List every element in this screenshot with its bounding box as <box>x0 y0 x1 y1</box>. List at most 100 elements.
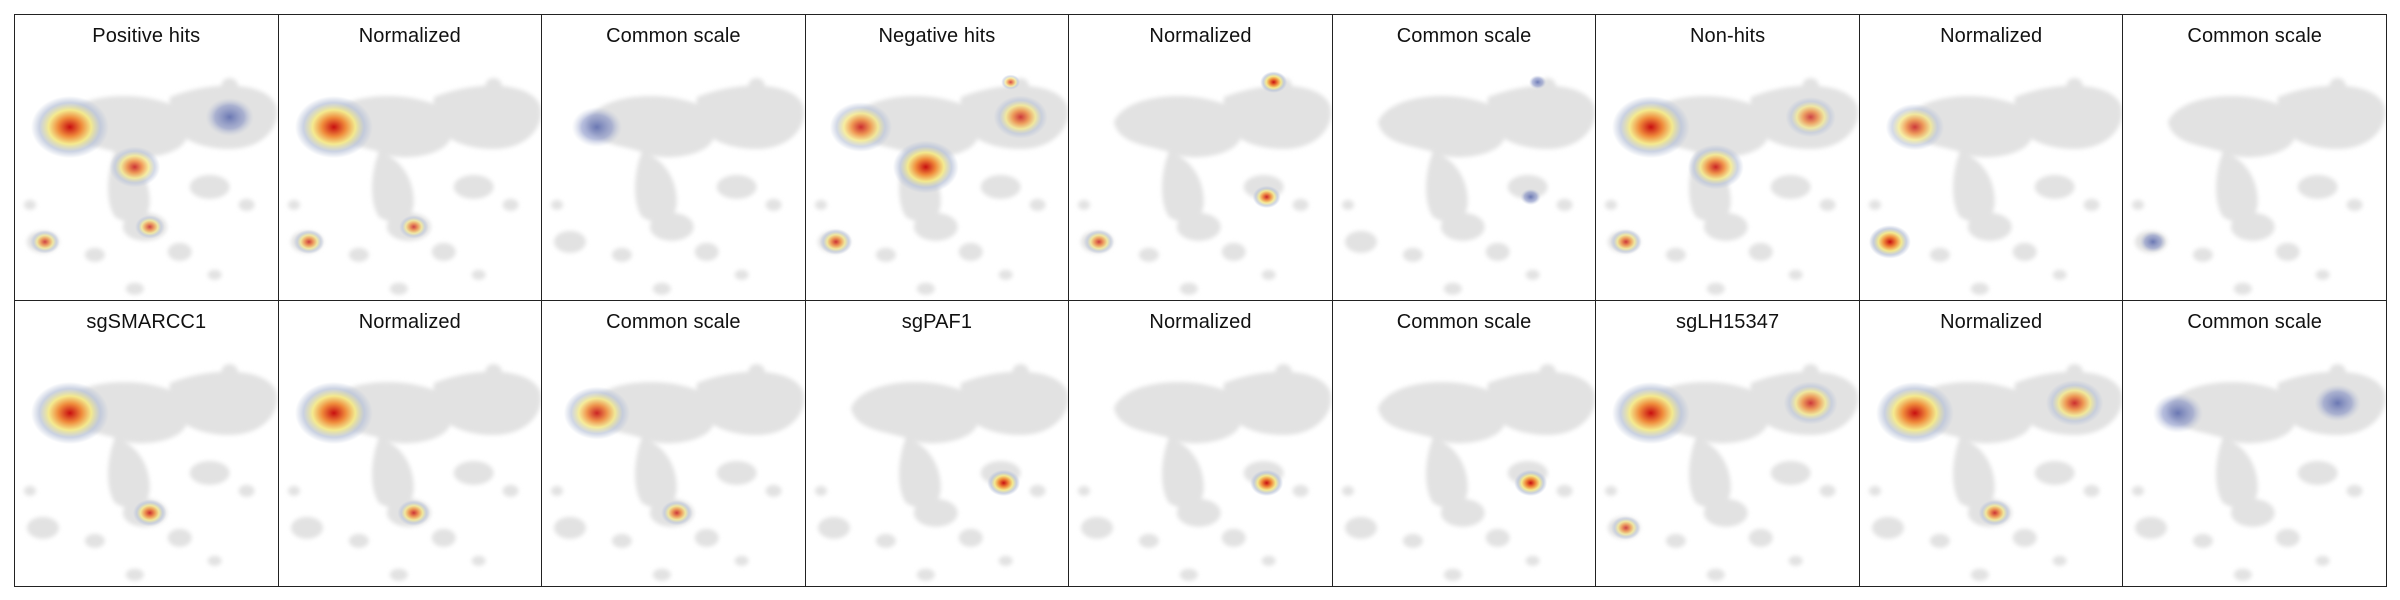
cell-cluster <box>1871 516 1904 539</box>
cell-cluster <box>716 174 757 199</box>
cell-cluster <box>1162 438 1204 508</box>
cell-cluster <box>1749 528 1774 547</box>
density-hotspot <box>1868 225 1911 259</box>
cell-cluster <box>1292 484 1309 497</box>
cell-cluster <box>2316 555 2331 566</box>
cell-cluster <box>1180 282 1198 295</box>
density-hotspot <box>293 229 324 255</box>
density-hotspot <box>1083 229 1115 255</box>
cell-cluster <box>611 533 632 548</box>
panel-title: Non-hits <box>1689 25 1766 47</box>
density-plot <box>1605 364 1859 581</box>
cell-cluster <box>1223 371 1332 436</box>
cell-cluster <box>960 371 1068 436</box>
density-hotspot <box>892 140 959 194</box>
cell-cluster <box>1221 528 1246 547</box>
cell-cluster <box>389 282 408 295</box>
cell-cluster <box>1341 199 1354 210</box>
panel-title: Negative hits <box>878 25 996 47</box>
cell-cluster <box>2193 247 2214 262</box>
cell-cluster <box>1485 242 1510 261</box>
cell-cluster <box>287 485 300 496</box>
cell-cluster <box>554 230 587 253</box>
cell-cluster <box>1078 199 1091 210</box>
cell-cluster <box>1114 95 1242 158</box>
cell-cluster <box>554 516 587 539</box>
cell-cluster <box>1177 212 1221 241</box>
density-hotspot <box>819 228 852 255</box>
cell-cluster <box>238 484 255 497</box>
cell-cluster <box>1485 528 1510 547</box>
cell-cluster <box>2347 484 2364 497</box>
cell-cluster <box>913 212 958 241</box>
density-plot <box>23 78 278 295</box>
cell-cluster <box>2012 242 2037 261</box>
cell-cluster <box>1402 247 1423 262</box>
density-plot <box>1605 78 1859 295</box>
cell-cluster <box>696 85 805 150</box>
density-hotspot <box>1520 188 1541 206</box>
cell-cluster <box>167 242 192 261</box>
cell-cluster <box>189 174 230 199</box>
cell-cluster <box>1180 568 1198 581</box>
cell-cluster <box>551 199 564 210</box>
density-hotspot <box>1875 381 1954 445</box>
cell-cluster <box>1704 498 1749 527</box>
density-hotspot <box>1513 469 1547 497</box>
cell-cluster <box>652 568 671 581</box>
cell-cluster <box>587 95 715 158</box>
cell-cluster <box>1275 364 1292 379</box>
cell-cluster <box>1223 85 1332 150</box>
density-hotspot <box>2153 392 2204 434</box>
cell-cluster <box>485 78 502 93</box>
cell-cluster <box>389 568 408 581</box>
cell-cluster <box>125 568 144 581</box>
cell-cluster <box>958 242 983 261</box>
cell-cluster <box>1929 247 1950 262</box>
cell-cluster <box>1788 555 1803 566</box>
density-hotspot <box>397 499 430 526</box>
cell-cluster <box>898 438 941 508</box>
cell-cluster <box>221 364 238 379</box>
panel-title: Common scale <box>2187 311 2322 333</box>
density-hotspot <box>1785 96 1837 138</box>
cell-cluster <box>2278 85 2386 150</box>
cell-cluster <box>1081 516 1114 539</box>
cell-cluster <box>2298 460 2339 485</box>
panel-1-7: Non-hits <box>1595 14 1860 301</box>
cell-cluster <box>287 199 300 210</box>
cell-cluster <box>26 516 59 539</box>
density-hotspot <box>993 95 1048 139</box>
cell-cluster <box>1666 247 1687 262</box>
density-plot <box>1868 78 2122 295</box>
density-hotspot <box>1252 185 1281 209</box>
density-hotspot <box>1611 516 1641 540</box>
cell-cluster <box>998 269 1013 280</box>
cell-cluster <box>453 174 494 199</box>
density-hotspot <box>1260 71 1288 93</box>
density-plot <box>551 364 805 581</box>
cell-cluster <box>2132 199 2145 210</box>
cell-cluster <box>433 85 541 150</box>
cell-cluster <box>913 498 958 527</box>
cell-cluster <box>502 484 519 497</box>
cell-cluster <box>23 199 36 210</box>
cell-cluster <box>1487 85 1595 150</box>
cell-cluster <box>238 198 255 211</box>
panel-2-8: Normalized <box>1858 300 2124 587</box>
cell-cluster <box>471 269 486 280</box>
density-hotspot <box>205 97 254 137</box>
cell-cluster <box>1261 269 1276 280</box>
cell-cluster <box>1425 152 1468 222</box>
cell-cluster <box>431 242 456 261</box>
cell-cluster <box>1525 555 1540 566</box>
cell-cluster <box>1556 484 1573 497</box>
density-hotspot <box>135 215 165 239</box>
cell-cluster <box>635 152 677 222</box>
panel-1-5: Normalized <box>1068 14 1333 301</box>
density-plot <box>2132 364 2386 581</box>
cell-cluster <box>916 282 935 295</box>
panel-2-2: Normalized <box>277 300 543 587</box>
cell-cluster <box>1425 438 1468 508</box>
cell-cluster <box>1967 212 2012 241</box>
